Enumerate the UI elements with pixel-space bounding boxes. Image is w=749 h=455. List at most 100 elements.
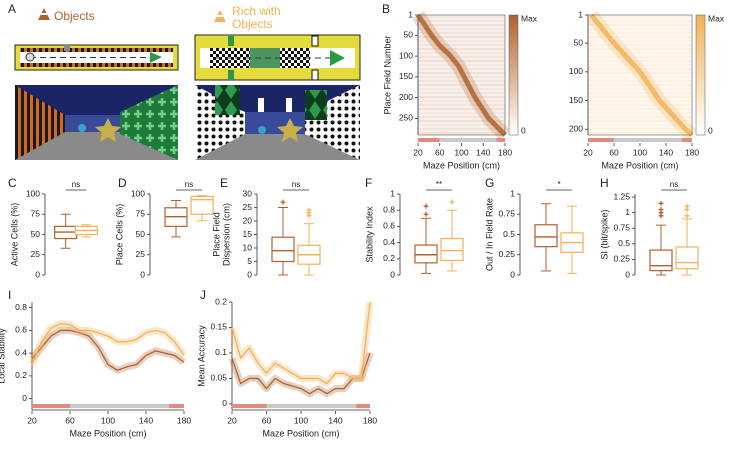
y-axis-label: Dispersion (cm) (221, 203, 231, 266)
y-tick-label: 0.6 (15, 325, 27, 335)
series-band (228, 301, 374, 388)
y-tick-label: 25 (31, 249, 41, 259)
y-tick-label: 25 (243, 202, 253, 212)
colorbar-label: 0 (708, 125, 713, 135)
y-tick-label: 75 (31, 209, 41, 219)
colorbar-label: Max (708, 13, 725, 23)
outlier (658, 207, 664, 213)
panel-letter: J (200, 288, 206, 302)
y-tick-label: 1 (578, 9, 583, 19)
y-tick-label: 200 (399, 92, 413, 102)
y-axis-label: Place Field (211, 212, 221, 257)
x-tick-label: 100 (633, 147, 647, 157)
y-tick-label: 0.2 (215, 296, 227, 306)
outlier (306, 207, 312, 213)
y-tick-label: 0 (140, 269, 145, 279)
outlier (449, 199, 455, 205)
track-segment (418, 138, 440, 142)
y-axis-label: SI (bit/spike) (599, 209, 609, 259)
outlier (684, 203, 690, 209)
x-tick-label: 20 (227, 415, 237, 425)
x-tick-label: 180 (177, 415, 191, 425)
y-tick-label: 50 (31, 229, 41, 239)
y-tick-label: 0.6 (383, 221, 395, 231)
track-segment (266, 404, 357, 408)
y-tick-label: 50 (136, 229, 146, 239)
y-tick-label: 15 (243, 229, 253, 239)
y-tick-label: 0.75 (613, 223, 630, 233)
track-segment (614, 138, 682, 142)
panel-letter: A (8, 2, 16, 16)
track-segment (496, 138, 505, 142)
track-segment (168, 404, 184, 408)
condition-title: Objects (54, 9, 95, 23)
significance-label: ns (292, 180, 300, 189)
y-tick-label: 1 (408, 9, 413, 19)
significance-label: ns (670, 180, 678, 189)
track-segment (356, 404, 370, 408)
x-tick-label: 180 (685, 147, 699, 157)
y-tick-label: 0 (625, 269, 630, 279)
panel-letter: F (365, 176, 372, 190)
series-line (31, 329, 185, 371)
box (440, 237, 464, 262)
y-tick-label: 5 (247, 256, 252, 266)
y-tick-label: 0.8 (15, 302, 27, 312)
y-tick-label: 0.25 (498, 249, 515, 259)
track-segment (70, 404, 169, 408)
outlier (658, 200, 664, 206)
panel-letter: H (600, 176, 609, 190)
ridge (589, 13, 694, 137)
x-axis-label: Maze Position (cm) (262, 428, 339, 438)
x-tick-label: 100 (101, 415, 115, 425)
y-tick-label: 0.15 (210, 322, 227, 332)
panel-letter: E (220, 176, 228, 190)
plot-frame (417, 14, 506, 136)
panel-a-art (14, 8, 361, 160)
y-tick-label: 0 (247, 269, 252, 279)
y-tick-label: 150 (399, 71, 413, 81)
y-tick-label: 0.2 (383, 253, 395, 263)
track-segment (439, 138, 497, 142)
y-tick-label: 50 (574, 37, 584, 47)
y-tick-label: 0.4 (383, 237, 395, 247)
y-tick-label: 250 (399, 113, 413, 123)
track-segment (588, 138, 614, 142)
x-tick-label: 140 (659, 147, 673, 157)
y-axis-label: Local Stability (0, 328, 6, 384)
track-segment (681, 138, 692, 142)
panel-letter: B (382, 2, 390, 16)
y-tick-label: 0 (222, 398, 227, 408)
colorbar-label: 0 (521, 125, 526, 135)
y-tick-label: 0 (35, 269, 40, 279)
y-axis-label: Place Cells (%) (114, 204, 124, 266)
x-tick-label: 60 (435, 147, 445, 157)
y-tick-label: 0 (22, 393, 27, 403)
y-tick-label: 1.25 (613, 191, 630, 201)
y-axis-label: Mean Accuracy (196, 325, 206, 387)
x-tick-label: 140 (476, 147, 490, 157)
y-tick-label: 0.25 (613, 254, 630, 264)
ridge (415, 13, 507, 137)
y-tick-label: 20 (243, 215, 253, 225)
y-tick-label: 30 (243, 188, 253, 198)
condition-title: Objects (232, 17, 273, 31)
series-line (231, 301, 371, 385)
y-tick-label: 100 (131, 188, 145, 198)
y-tick-label: 0.2 (15, 370, 27, 380)
colorbar (695, 14, 706, 136)
y-tick-label: 0.1 (215, 347, 227, 357)
y-tick-label: 100 (569, 66, 583, 76)
x-tick-label: 180 (498, 147, 512, 157)
y-tick-label: 10 (243, 242, 253, 252)
plot-frame (587, 14, 693, 136)
x-tick-label: 60 (262, 415, 272, 425)
y-tick-label: 0.4 (15, 347, 27, 357)
significance-label: ns (185, 180, 193, 189)
y-axis-label: Place Field Number (382, 35, 392, 114)
x-tick-label: 20 (413, 147, 423, 157)
outlier (423, 211, 429, 217)
y-axis-label: Out / In Field Rate (484, 198, 494, 271)
box (190, 195, 214, 215)
